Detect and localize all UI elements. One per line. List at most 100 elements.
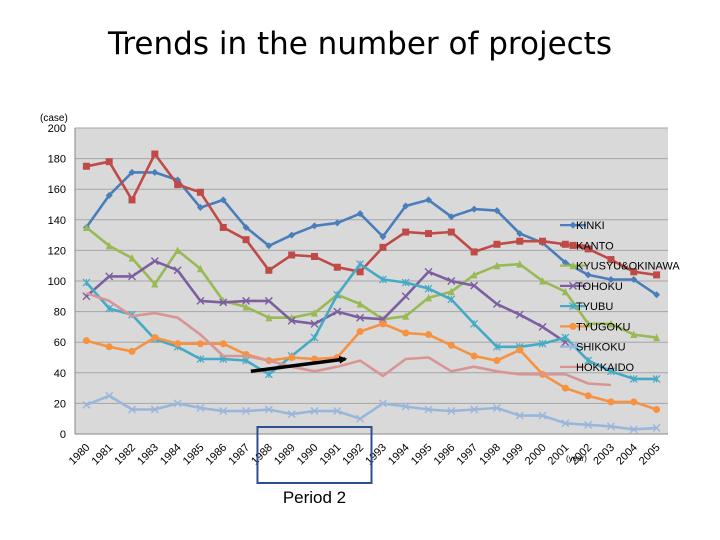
x-tick-label: 1984 (158, 442, 184, 468)
data-point (333, 290, 342, 299)
data-point (219, 298, 228, 307)
x-tick-label: 1986 (204, 442, 230, 468)
data-point (174, 246, 182, 254)
data-point (630, 275, 638, 283)
data-point (425, 196, 433, 204)
data-point (174, 340, 182, 348)
period-box (256, 426, 373, 484)
series-line (86, 322, 658, 411)
data-point (493, 240, 501, 248)
data-point (402, 202, 410, 210)
x-tick-label: 2004 (614, 442, 640, 468)
data-point (105, 241, 113, 250)
data-point (607, 256, 615, 264)
data-point (493, 342, 501, 351)
data-point (379, 320, 387, 328)
data-point (425, 230, 433, 238)
data-point (196, 403, 205, 412)
data-point (653, 271, 661, 279)
data-point (196, 204, 204, 212)
data-point (128, 168, 136, 176)
data-point (516, 346, 524, 354)
y-tick-label: 100 (48, 276, 66, 288)
x-tick-label: 1997 (454, 442, 480, 468)
legend-label: TYUGOKU (576, 321, 630, 333)
data-point (242, 296, 251, 305)
data-point (333, 307, 342, 316)
x-tick-label: 1996 (432, 442, 458, 468)
x-tick-label: 1999 (500, 442, 526, 468)
data-point (333, 263, 341, 271)
x-tick-label: 2005 (637, 442, 663, 468)
data-point (105, 391, 114, 400)
data-point (173, 266, 182, 275)
data-point (470, 205, 478, 213)
period-arrow (250, 355, 348, 374)
data-point (151, 150, 159, 158)
data-point (515, 310, 524, 319)
data-point (219, 223, 227, 231)
data-point (652, 423, 661, 432)
data-point (151, 168, 159, 176)
series-line (85, 394, 657, 431)
data-point (219, 407, 228, 416)
data-point (105, 272, 114, 281)
data-point (561, 287, 569, 296)
data-point (569, 261, 577, 270)
data-point (82, 400, 91, 409)
data-point (356, 313, 365, 322)
x-tick-label: 1990 (295, 442, 321, 468)
y-tick-label: 120 (48, 245, 66, 257)
data-point (150, 257, 159, 266)
data-point (356, 299, 364, 308)
data-point (493, 357, 501, 365)
x-tick-label: 1998 (477, 442, 503, 468)
data-point (242, 407, 251, 416)
data-point (82, 223, 90, 231)
data-point (219, 340, 227, 348)
data-point (561, 259, 569, 267)
period-label: Period 2 (283, 488, 346, 507)
y-tick-label: 0 (60, 429, 66, 441)
data-point (539, 237, 547, 245)
data-point (606, 422, 615, 431)
data-point (630, 268, 638, 276)
data-point (82, 162, 90, 170)
data-point (287, 410, 296, 419)
data-point (425, 293, 433, 302)
y-tick-label: 80 (54, 307, 66, 319)
data-point (105, 343, 113, 351)
data-point (630, 398, 638, 406)
data-point (242, 236, 250, 244)
data-point (492, 299, 501, 308)
data-point (196, 355, 205, 363)
data-point (447, 277, 456, 285)
series-line (85, 291, 612, 387)
data-point (447, 407, 456, 416)
data-point (630, 330, 638, 339)
data-point (447, 341, 455, 349)
legend-label: TYUBU (576, 301, 613, 313)
data-point (569, 322, 577, 330)
data-point (128, 254, 136, 262)
data-point (561, 419, 570, 428)
data-point (378, 399, 387, 408)
data-point (584, 392, 592, 400)
series-kanto (82, 150, 661, 279)
data-point (310, 222, 318, 230)
data-point (310, 333, 319, 342)
data-point (310, 407, 319, 416)
x-tick-label: 1981 (90, 442, 116, 468)
data-point (151, 280, 159, 288)
data-point (356, 268, 364, 276)
x-tick-label: 1988 (249, 442, 275, 468)
data-point (310, 253, 318, 261)
x-tick-label: 1991 (318, 442, 344, 468)
series-hokkaido (85, 291, 612, 387)
data-point (333, 219, 341, 227)
series-group (82, 150, 661, 434)
year-unit-label: (year) (566, 454, 587, 463)
data-point (265, 313, 273, 322)
data-point (569, 241, 577, 249)
